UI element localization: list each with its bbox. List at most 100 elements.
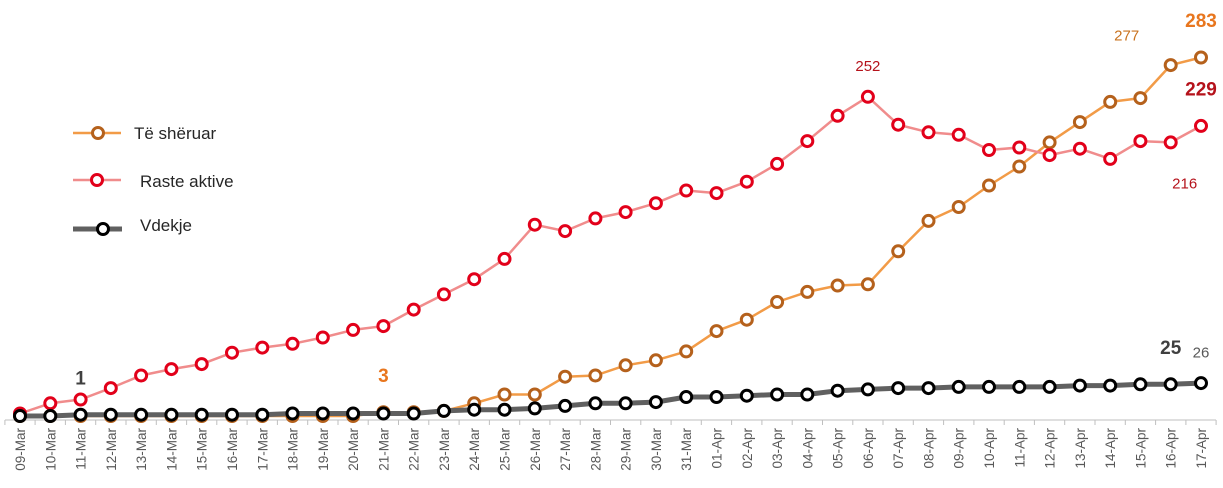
data-point-active xyxy=(1194,118,1208,133)
x-tick-label: 21-Mar xyxy=(376,428,391,471)
data-point-active xyxy=(891,117,906,132)
data-label-deaths: 25 xyxy=(1160,338,1182,359)
data-point-active xyxy=(951,127,966,142)
data-point-recovered xyxy=(739,312,754,327)
data-point-deaths xyxy=(891,381,906,396)
x-tick-label: 14-Apr xyxy=(1103,428,1118,469)
x-tick-label: 15-Apr xyxy=(1133,428,1148,469)
data-point-deaths xyxy=(527,401,542,416)
data-point-recovered xyxy=(982,178,996,193)
data-point-deaths xyxy=(103,407,118,422)
data-point-deaths xyxy=(467,402,482,417)
data-point-deaths xyxy=(285,406,300,421)
data-point-active xyxy=(1133,134,1148,149)
data-point-deaths xyxy=(679,390,694,404)
data-point-deaths xyxy=(164,407,179,422)
data-point-active xyxy=(800,134,815,149)
legend-item-active: Raste aktive xyxy=(73,172,234,191)
x-tick-label: 15-Mar xyxy=(195,428,210,471)
x-tick-label: 05-Apr xyxy=(831,428,846,469)
data-point-deaths xyxy=(255,407,270,422)
data-point-deaths xyxy=(982,379,996,394)
data-point-deaths xyxy=(406,406,421,421)
data-label-active: 229 xyxy=(1185,80,1217,101)
x-tick-label: 02-Apr xyxy=(740,428,755,469)
data-point-active xyxy=(558,224,573,239)
data-point-deaths xyxy=(709,390,724,404)
data-point-active xyxy=(406,302,421,317)
data-point-deaths xyxy=(921,381,936,396)
data-point-recovered xyxy=(709,324,724,339)
data-point-active xyxy=(1163,135,1178,150)
data-point-deaths xyxy=(134,407,149,422)
data-point-deaths xyxy=(860,382,875,397)
x-tick-label: 28-Mar xyxy=(588,428,603,471)
data-point-active xyxy=(43,396,58,411)
data-point-active xyxy=(618,205,633,220)
data-point-recovered xyxy=(527,387,542,402)
x-tick-label: 10-Mar xyxy=(43,428,58,471)
data-point-deaths xyxy=(800,387,815,402)
x-tick-label: 11-Apr xyxy=(1012,428,1027,468)
legend-label-deaths: Vdekje xyxy=(140,216,192,235)
data-point-deaths xyxy=(1194,376,1208,391)
data-label-recovered: 3 xyxy=(378,366,389,387)
x-tick-label: 24-Mar xyxy=(467,428,482,471)
x-tick-label: 30-Mar xyxy=(649,428,664,471)
data-point-deaths xyxy=(225,407,239,422)
data-point-recovered xyxy=(588,368,603,383)
x-tick-label: 16-Apr xyxy=(1164,428,1179,469)
data-point-active xyxy=(285,336,300,351)
data-point-active xyxy=(527,217,542,232)
data-point-deaths xyxy=(770,387,785,402)
data-point-deaths xyxy=(73,407,88,422)
data-label-active: 252 xyxy=(855,58,880,75)
data-point-deaths xyxy=(951,379,966,394)
data-point-active xyxy=(164,362,179,377)
data-point-deaths xyxy=(13,409,27,423)
data-point-recovered xyxy=(800,284,815,299)
legend-marker-recovered xyxy=(91,126,105,140)
x-tick-label: 17-Apr xyxy=(1194,428,1209,469)
data-point-deaths xyxy=(558,398,573,413)
data-label-deaths: 1 xyxy=(75,368,86,389)
x-tick-label: 03-Apr xyxy=(770,428,785,469)
data-point-active xyxy=(194,357,209,372)
data-point-recovered xyxy=(679,344,694,359)
data-label-recovered: 277 xyxy=(1114,27,1139,44)
x-tick-label: 26-Mar xyxy=(528,428,543,471)
data-point-recovered xyxy=(1103,94,1118,109)
x-tick-label: 04-Apr xyxy=(800,428,815,469)
x-axis: 09-Mar 10-Mar 11-Mar 12-Mar 13-Mar 14-Mar 15-M… xyxy=(4,419,1217,471)
data-point-active xyxy=(436,287,451,302)
series-line-active xyxy=(18,95,1203,415)
data-point-active xyxy=(346,322,361,337)
series-line-deaths xyxy=(17,380,1204,419)
data-point-recovered xyxy=(1194,50,1208,65)
x-tick-label: 16-Mar xyxy=(225,428,240,471)
data-point-active xyxy=(134,368,149,383)
x-tick-label: 22-Mar xyxy=(407,428,422,471)
data-point-deaths xyxy=(1042,379,1057,394)
data-point-active xyxy=(1012,140,1027,155)
data-point-active xyxy=(830,108,845,123)
x-tick-label: 10-Apr xyxy=(982,428,997,469)
data-point-recovered xyxy=(497,387,512,402)
series-active xyxy=(13,89,1208,421)
data-point-active xyxy=(376,319,391,334)
data-point-deaths xyxy=(830,383,845,398)
data-point-recovered xyxy=(1163,58,1178,73)
data-point-recovered xyxy=(558,369,573,384)
data-point-recovered xyxy=(891,244,906,259)
data-point-active xyxy=(1042,148,1057,163)
data-point-recovered xyxy=(1072,115,1087,130)
data-point-deaths xyxy=(43,409,58,423)
data-point-recovered xyxy=(1133,91,1148,106)
legend-label-recovered: Të shëruar xyxy=(134,124,217,143)
data-point-active xyxy=(103,381,118,396)
x-tick-label: 09-Mar xyxy=(13,428,28,471)
x-tick-label: 11-Mar xyxy=(74,428,89,470)
x-tick-label: 07-Apr xyxy=(891,428,906,469)
data-point-active xyxy=(739,174,754,189)
